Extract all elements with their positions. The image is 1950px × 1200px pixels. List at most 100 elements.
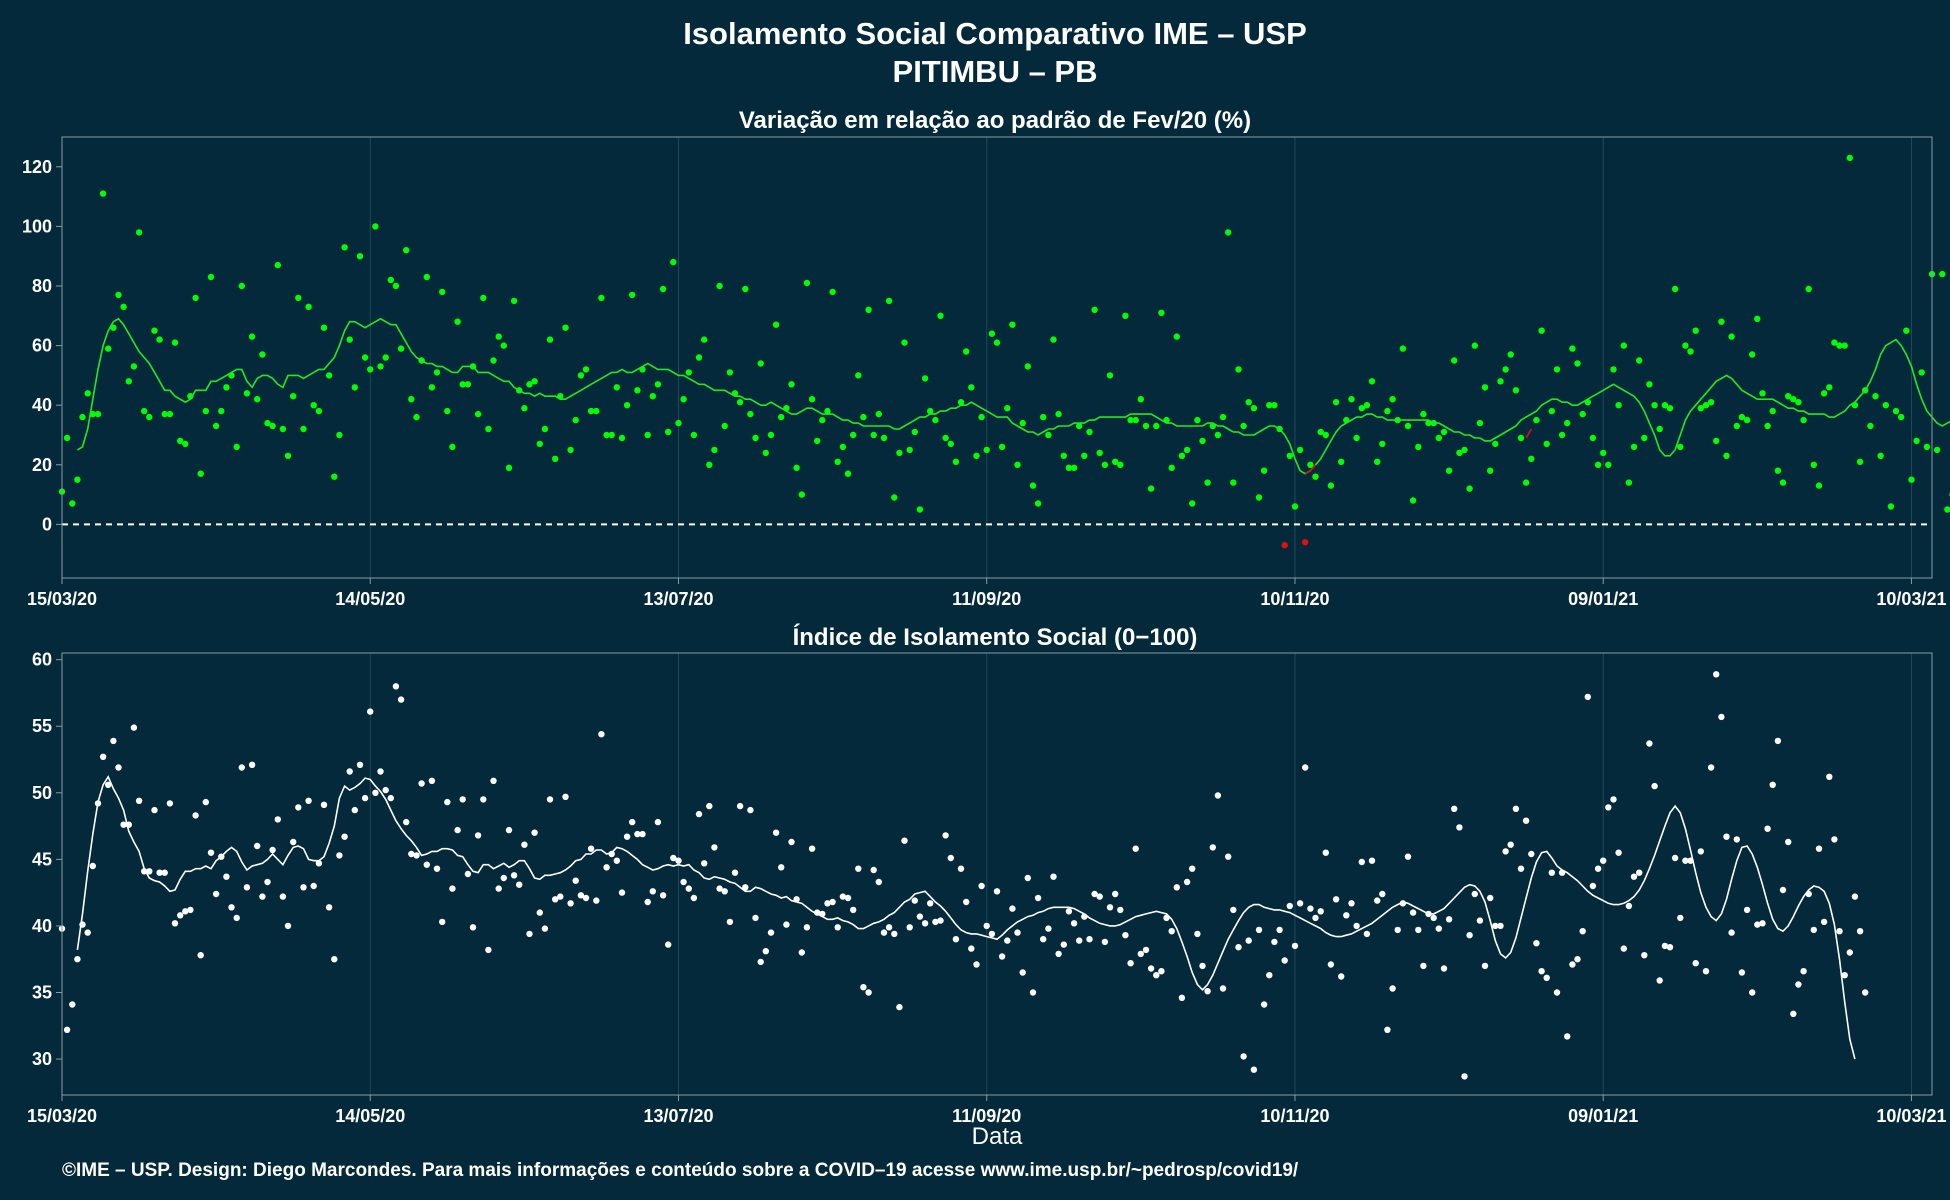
top-data-point (464, 381, 472, 388)
bottom-data-point (418, 780, 425, 787)
top-data-point (1101, 461, 1109, 468)
bottom-data-point (1677, 914, 1684, 922)
bottom-data-point (1096, 893, 1103, 900)
bottom-data-point (146, 868, 153, 875)
bottom-data-point (654, 818, 662, 826)
top-data-point (649, 393, 656, 400)
bottom-data-point (1219, 985, 1227, 992)
bottom-data-point (459, 796, 466, 803)
top-data-point (942, 434, 949, 442)
top-data-point (1743, 416, 1751, 424)
top-data-point (115, 291, 122, 299)
bottom-data-point (1533, 940, 1540, 947)
bottom-data-point (1749, 989, 1756, 996)
bottom-data-point (1759, 920, 1766, 927)
bottom-data-point (1605, 804, 1612, 811)
top-data-point (587, 407, 595, 415)
top-data-point (993, 339, 1001, 346)
top-data-point (1476, 419, 1484, 427)
bottom-data-point (392, 683, 400, 690)
top-data-point (1353, 434, 1360, 442)
bottom-data-point (403, 818, 410, 826)
top-data-point (521, 405, 528, 412)
top-data-point (1415, 443, 1422, 451)
bottom-data-point (731, 869, 739, 876)
bottom-data-point (659, 892, 667, 899)
bottom-data-point (151, 806, 158, 814)
top-data-point (135, 229, 143, 236)
bottom-data-point (1445, 916, 1453, 923)
bottom-data-point (695, 810, 703, 818)
top-negative-moving-average (1525, 428, 1532, 439)
top-data-point (1600, 449, 1607, 457)
top-data-point (356, 253, 364, 260)
top-data-point (968, 384, 975, 391)
bottom-data-point (110, 737, 117, 745)
bottom-data-point (1836, 928, 1843, 935)
bottom-data-point (1723, 833, 1730, 840)
bottom-data-point (69, 1001, 76, 1008)
bottom-data-point (1024, 874, 1032, 882)
top-data-point (413, 413, 420, 421)
top-data-point (1004, 405, 1011, 412)
top-data-point (120, 303, 127, 310)
bottom-data-point (1353, 922, 1360, 930)
top-data-point (844, 470, 852, 477)
top-y-tick-label: 0 (42, 514, 52, 534)
top-data-point (618, 434, 626, 442)
bottom-data-point (423, 861, 430, 868)
top-data-point (1178, 452, 1186, 459)
top-data-point (803, 279, 811, 287)
top-data-point (1271, 402, 1278, 409)
top-x-tick-label: 11/09/20 (952, 589, 1021, 609)
top-data-point (1641, 434, 1648, 442)
top-data-point (1260, 467, 1268, 474)
bottom-data-point (1394, 926, 1401, 934)
top-data-point (1137, 396, 1145, 403)
bottom-data-point (536, 909, 543, 916)
top-data-point (1502, 366, 1509, 373)
bottom-data-point (1194, 930, 1201, 938)
top-data-point (921, 375, 929, 382)
bottom-data-point (690, 894, 698, 902)
top-data-point (1040, 413, 1047, 421)
top-data-point (177, 437, 184, 445)
top-data-point (1168, 464, 1175, 471)
top-x-tick-label: 10/11/20 (1260, 589, 1329, 609)
bottom-data-point (192, 812, 199, 819)
bottom-data-point (408, 850, 415, 858)
top-data-point (1522, 479, 1530, 486)
bottom-x-tick-label: 14/05/20 (335, 1106, 405, 1126)
bottom-data-point (1846, 949, 1854, 956)
bottom-data-point (901, 837, 908, 844)
top-data-point (433, 369, 441, 376)
top-data-point (1625, 479, 1633, 486)
bottom-data-point (927, 900, 934, 907)
bottom-data-point (1497, 922, 1504, 930)
top-data-point (243, 390, 251, 397)
bottom-data-point (331, 956, 338, 963)
bottom-data-point (84, 929, 91, 936)
bottom-data-point (269, 846, 276, 854)
bottom-data-point (1250, 1066, 1258, 1073)
bottom-data-point (1713, 671, 1720, 678)
bottom-data-point (1147, 965, 1155, 972)
top-data-point (901, 339, 908, 346)
top-data-point (1553, 366, 1561, 373)
top-data-point (1117, 461, 1124, 468)
top-data-point (1471, 342, 1479, 349)
top-data-point (300, 425, 307, 433)
x-axis-title: Data (972, 1123, 1023, 1150)
bottom-data-point (1076, 937, 1083, 944)
top-data-point (454, 318, 461, 325)
bottom-data-point (1302, 764, 1309, 771)
top-data-point (1707, 399, 1715, 406)
bottom-data-point (577, 892, 585, 899)
bottom-x-tick-label: 15/03/20 (27, 1106, 97, 1126)
top-data-point (814, 437, 821, 445)
top-data-point (1374, 458, 1381, 465)
top-data-point (998, 443, 1006, 451)
top-data-point (1435, 434, 1443, 442)
top-data-point (1322, 431, 1330, 439)
